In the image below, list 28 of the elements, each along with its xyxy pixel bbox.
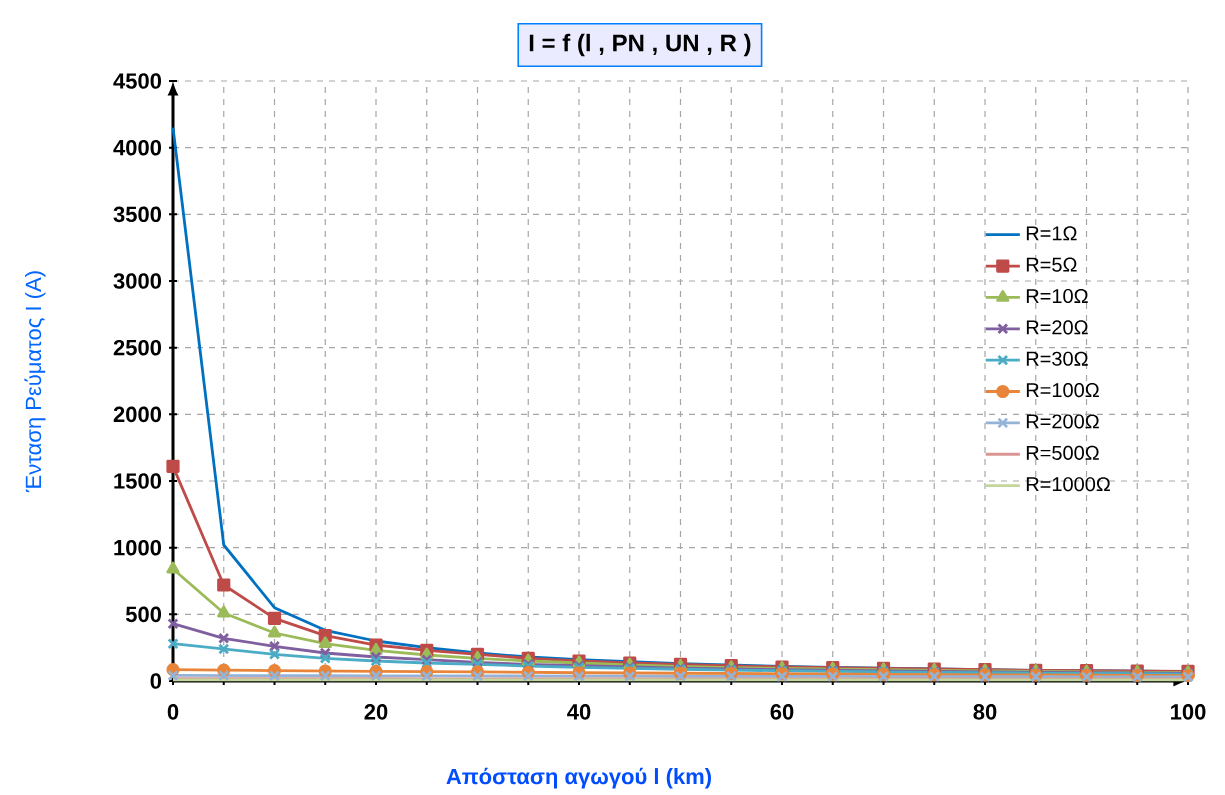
x-tick-label: 0 — [167, 703, 179, 720]
legend-label: R=5Ω — [1026, 257, 1077, 272]
legend-label: R=1000Ω — [1026, 477, 1110, 492]
legend-label: R=20Ω — [1026, 320, 1088, 335]
legend-label: R=200Ω — [1026, 414, 1099, 429]
x-tick-label: 80 — [973, 703, 997, 720]
x-tick-label: 40 — [567, 703, 591, 720]
y-axis-title: Ένταση Ρεύματος I (A) — [24, 271, 46, 493]
x-tick-label: 60 — [770, 703, 794, 720]
y-tick-label: 0 — [150, 673, 162, 689]
chart-title: I = f (l , PN , UN , R ) — [529, 33, 751, 57]
x-tick-label: 100 — [1171, 703, 1206, 720]
legend-label: R=100Ω — [1026, 382, 1099, 398]
y-tick-label: 4500 — [113, 73, 162, 89]
x-tick-label: 20 — [364, 703, 388, 720]
y-tick-label: 4000 — [113, 139, 162, 156]
y-tick-label: 1000 — [114, 539, 162, 556]
y-tick-label: 3500 — [113, 206, 162, 223]
y-tick-label: 3000 — [113, 273, 162, 289]
y-tick-label: 1500 — [114, 473, 162, 489]
legend-label: R=10Ω — [1026, 288, 1088, 303]
legend-label: R=1Ω — [1026, 226, 1077, 241]
y-tick-label: 500 — [125, 606, 162, 622]
y-tick-label: 2500 — [113, 339, 162, 356]
x-axis-title: Απόσταση αγωγού l (km) — [446, 767, 711, 789]
legend-label: R=30Ω — [1026, 351, 1088, 366]
legend-label: R=500Ω — [1026, 445, 1099, 460]
y-tick-label: 2000 — [113, 406, 162, 422]
